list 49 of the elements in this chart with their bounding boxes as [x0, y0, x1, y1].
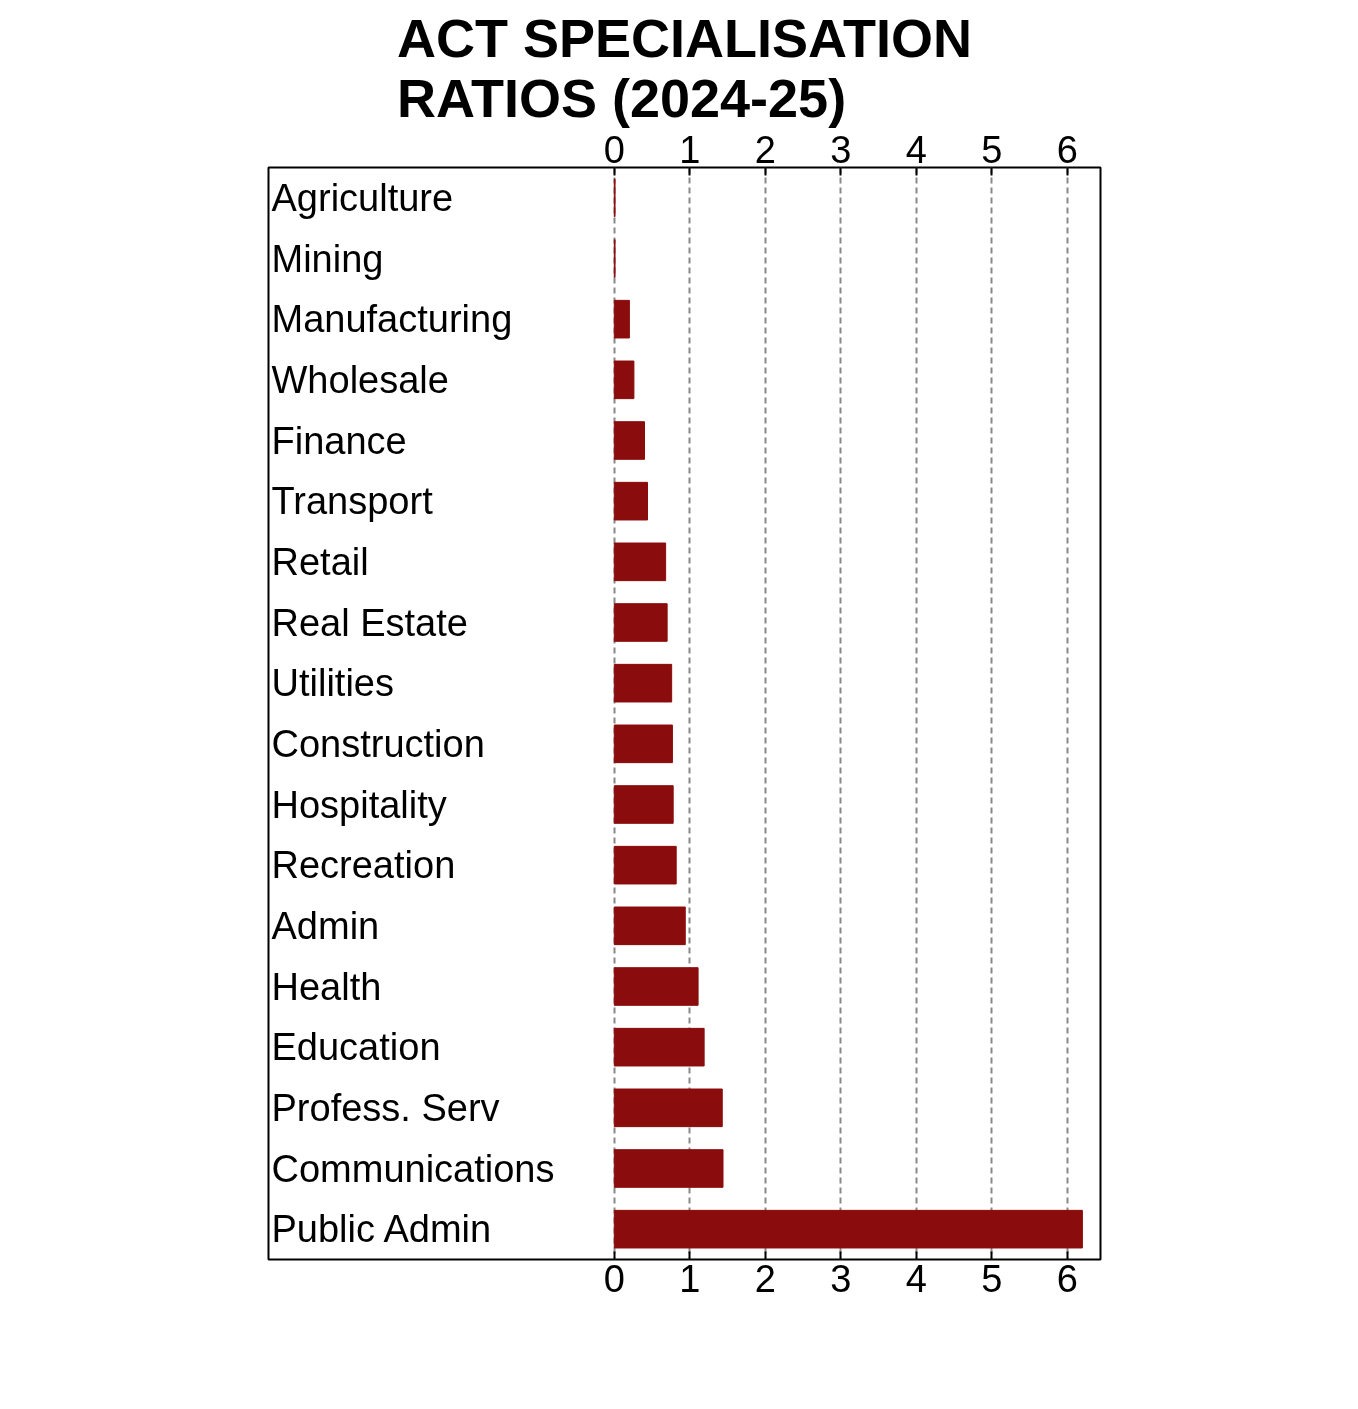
y-tick-label: Recreation: [271, 844, 456, 887]
y-tick-label: Admin: [271, 904, 380, 947]
y-tick-label: Construction: [271, 722, 485, 765]
bar: [613, 481, 649, 521]
bar: [613, 1088, 723, 1128]
bar: [613, 603, 668, 642]
x-tick-label: 6: [1056, 128, 1078, 171]
x-tick-label: 2: [754, 128, 776, 171]
x2-tick-label: 3: [830, 1257, 852, 1300]
y-tick-label: Transport: [271, 480, 434, 523]
bar: [613, 360, 635, 400]
bar: [613, 542, 667, 582]
y-tick-label: Utilities: [271, 662, 394, 705]
bar: [613, 299, 630, 339]
y-tick-label: Agriculture: [271, 176, 454, 219]
x2-tick-label: 2: [754, 1257, 776, 1300]
x2-tick-label: 5: [981, 1257, 1003, 1300]
bar: [613, 906, 686, 946]
bar: [613, 967, 699, 1006]
y-tick-label: Retail: [271, 540, 369, 583]
chart-title: ACT SPECIALISATION RATIOS (2024-25): [396, 7, 973, 128]
y-tick-label: Mining: [271, 237, 384, 280]
y-tick-label: Public Admin: [271, 1208, 492, 1251]
bar: [613, 724, 673, 764]
y-tick-label: Profess. Serv: [271, 1086, 500, 1129]
bar: [613, 785, 674, 824]
bar: [613, 1027, 705, 1067]
x-tick-label: 3: [830, 128, 852, 171]
bar: [613, 663, 673, 703]
y-tick-label: Real Estate: [271, 601, 468, 644]
y-tick-label: Wholesale: [271, 358, 449, 401]
y-tick-label: Finance: [271, 419, 407, 462]
x-tick-label: 4: [905, 128, 927, 171]
x2-tick-label: 1: [679, 1257, 701, 1300]
x2-tick-label: 6: [1056, 1257, 1078, 1300]
y-tick-label: Health: [271, 965, 382, 1008]
bar: [613, 1209, 1083, 1249]
y-tick-label: Communications: [271, 1147, 555, 1190]
x-tick-label: 1: [679, 128, 701, 171]
bar: [613, 845, 677, 885]
x2-tick-label: 4: [905, 1257, 927, 1300]
x2-tick-label: 0: [603, 1257, 625, 1300]
y-tick-label: Education: [271, 1026, 441, 1069]
x-tick-label: 0: [603, 128, 625, 171]
y-tick-label: Manufacturing: [271, 298, 513, 341]
bar: [613, 1149, 724, 1188]
bar: [613, 421, 645, 460]
x-tick-label: 5: [981, 128, 1003, 171]
y-tick-label: Hospitality: [271, 783, 447, 826]
